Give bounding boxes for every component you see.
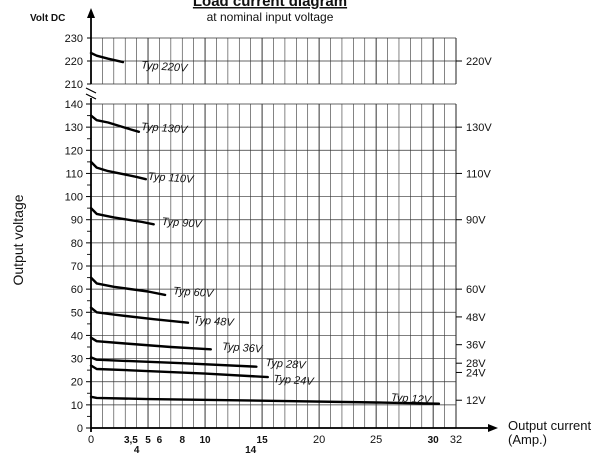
series-label: Typ 48V	[193, 314, 236, 329]
series-label: Typ 130V	[141, 121, 190, 136]
x-tick-label: 3,5	[124, 435, 138, 446]
series-line	[89, 356, 258, 368]
series-line	[89, 306, 190, 324]
series-label: Typ 28V	[265, 357, 308, 372]
series-label: Typ 36V	[222, 341, 265, 356]
right-voltage-label: 130V	[466, 122, 492, 134]
series-label: Typ 24V	[273, 373, 316, 388]
y-tick-label: 0	[77, 423, 83, 435]
x-tick-label: 8	[179, 435, 185, 446]
y-tick-label: 80	[71, 238, 83, 250]
y-axis-arrow	[87, 8, 95, 18]
y-tick-label: 130	[65, 122, 83, 134]
y-tick-label: 220	[65, 56, 83, 68]
y-tick-label: 70	[71, 261, 83, 273]
series-line	[89, 114, 141, 134]
y-tick-label: 210	[65, 79, 83, 91]
right-voltage-label: 12V	[466, 395, 486, 407]
right-voltage-label: 60V	[466, 284, 486, 296]
right-voltage-label: 28V	[466, 358, 486, 370]
x-axis-arrow	[488, 424, 498, 432]
series-label: Typ 60V	[173, 285, 216, 300]
series-line	[89, 336, 213, 351]
y-axis-break	[85, 93, 97, 100]
y-tick-label: 10	[71, 400, 83, 412]
right-voltage-label: 110V	[466, 168, 492, 180]
y-tick-label: 140	[65, 99, 83, 111]
x-tick-label: 32	[450, 434, 462, 446]
y-tick-label: 110	[65, 168, 83, 180]
y-tick-label: 40	[71, 330, 83, 342]
right-voltage-label: 220V	[466, 56, 492, 68]
x-tick-label: 25	[370, 434, 382, 446]
right-voltage-label: 24V	[466, 367, 486, 379]
x-axis-label: Output current	[508, 418, 591, 433]
x-tick-label: 20	[313, 434, 325, 446]
series-label: Typ 220V	[141, 59, 190, 74]
chart-title: Load current diagram	[193, 0, 347, 10]
y-axis-break	[85, 87, 97, 94]
y-tick-label: 100	[65, 192, 83, 204]
y-unit-label: Volt DC	[30, 13, 65, 24]
y-tick-label: 50	[71, 307, 83, 319]
x-tick-label: 5	[145, 435, 151, 446]
x-tick-label: 10	[200, 435, 212, 446]
series-line	[89, 395, 441, 405]
plot-area: 2102202300102030405060708090100110120130…	[65, 8, 498, 456]
x-tick-label: 30	[428, 435, 440, 446]
series-label: Typ 12V	[390, 392, 433, 407]
x-tick-label: 15	[257, 435, 269, 446]
right-voltage-label: 90V	[466, 215, 486, 227]
right-voltage-label: 48V	[466, 312, 486, 324]
series-line	[89, 364, 269, 379]
series-line	[89, 51, 125, 64]
x-tick-label: 14	[245, 445, 257, 456]
y-tick-label: 120	[65, 145, 83, 157]
series-line	[89, 160, 148, 181]
x-tick-label: 0	[88, 434, 94, 446]
y-tick-label: 60	[71, 284, 83, 296]
y-tick-label: 20	[71, 377, 83, 389]
right-voltage-label: 36V	[466, 340, 486, 352]
series-line	[89, 206, 155, 226]
y-tick-label: 230	[65, 33, 83, 45]
series-label: Typ 110V	[148, 171, 196, 186]
x-axis-unit: (Amp.)	[508, 432, 547, 447]
chart-subtitle: at nominal input voltage	[207, 10, 334, 24]
x-tick-label: 4	[134, 445, 140, 456]
y-axis-label: Output voltage	[10, 194, 26, 285]
y-tick-label: 90	[71, 215, 83, 227]
y-tick-label: 30	[71, 354, 83, 366]
x-tick-label: 6	[157, 435, 163, 446]
series-line	[89, 276, 167, 297]
series-label: Typ 90V	[161, 216, 204, 231]
